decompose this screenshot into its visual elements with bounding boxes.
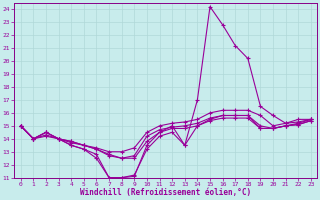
X-axis label: Windchill (Refroidissement éolien,°C): Windchill (Refroidissement éolien,°C) (80, 188, 252, 197)
